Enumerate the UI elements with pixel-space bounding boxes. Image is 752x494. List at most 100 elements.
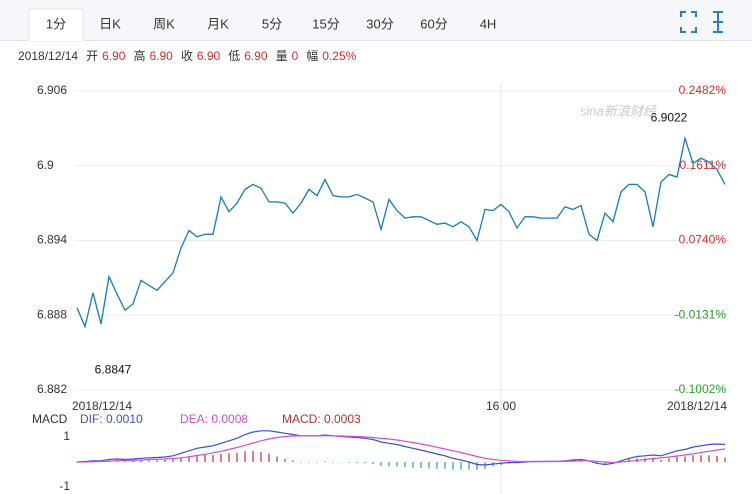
info-value: 6.90 — [244, 49, 268, 63]
macd-bar — [172, 459, 174, 462]
macd-bar — [268, 453, 270, 462]
macd-bar — [444, 462, 446, 469]
info-value: 0 — [292, 49, 299, 63]
y-tick-label: 6.888 — [37, 307, 67, 321]
macd-bar — [340, 462, 342, 463]
tab[interactable]: 4H — [480, 16, 497, 31]
macd-bar — [420, 462, 422, 468]
macd-bar — [332, 462, 334, 463]
macd-bar — [132, 460, 134, 462]
macd-bar — [668, 458, 670, 462]
macd-bar — [148, 460, 150, 462]
tab[interactable]: 日K — [99, 16, 121, 31]
macd-bar — [196, 454, 198, 462]
y2-tick-label: 0.1611% — [680, 158, 727, 172]
macd-bar — [716, 456, 718, 462]
macd-bar — [204, 454, 206, 462]
info-line: 2018/12/14 开 6.90 高 6.90 收 6.90 低 6.90 量 0 幅 0.25% — [18, 48, 357, 63]
y2-tick-label: 0.2482% — [679, 83, 727, 97]
info-value: 6.90 — [197, 49, 221, 63]
macd-bar — [644, 458, 646, 462]
legend-entry: DEA: 0.0008 — [180, 412, 248, 426]
macd-bar — [356, 462, 358, 463]
tab[interactable]: 5分 — [262, 16, 282, 31]
info-label: 量 — [276, 49, 288, 63]
legend-entry: DIF: 0.0010 — [80, 412, 143, 426]
macd-bar — [388, 462, 390, 467]
macd-bar — [220, 454, 222, 462]
macd-y-tick-label: -1 — [59, 479, 70, 493]
info-label: 收 — [181, 49, 193, 63]
settings-icon[interactable] — [713, 11, 723, 33]
macd-bar — [692, 455, 694, 462]
macd-bar — [380, 462, 382, 466]
macd-bar — [660, 460, 662, 462]
tab-selected-bg — [28, 8, 84, 42]
macd-bar — [188, 456, 190, 462]
info-value: 0.25% — [322, 49, 356, 63]
tab[interactable]: 30分 — [366, 16, 393, 31]
macd-bar — [452, 462, 454, 470]
macd-bar — [708, 455, 710, 462]
y-tick-label: 6.9 — [37, 158, 54, 172]
macd-bar — [652, 458, 654, 462]
macd-bar — [412, 462, 414, 468]
x-tick-label: 2018/12/14 — [72, 399, 132, 413]
macd-bar — [316, 462, 318, 463]
watermark: sina新浪财经 — [580, 103, 658, 118]
tab[interactable]: 60分 — [420, 16, 447, 31]
macd-bar — [532, 462, 534, 463]
tab[interactable]: 15分 — [312, 16, 339, 31]
macd-bar — [180, 457, 182, 462]
macd-line — [77, 435, 726, 464]
fullscreen-icon[interactable] — [680, 11, 697, 33]
y2-tick-label: -0.1002% — [675, 382, 727, 396]
macd-bar — [724, 457, 726, 462]
macd-bar — [436, 462, 438, 469]
macd-bar — [292, 460, 294, 462]
info-label: 幅 — [306, 48, 318, 63]
info-label: 低 — [228, 49, 240, 63]
macd-bar — [588, 462, 590, 463]
macd-bar — [476, 462, 478, 470]
price-line — [76, 135, 726, 329]
y2-tick-label: 0.0740% — [679, 233, 727, 247]
macd-bar — [396, 462, 398, 467]
macd-bar — [460, 462, 462, 470]
info-date: 2018/12/14 — [18, 49, 78, 63]
macd-bar — [124, 461, 126, 462]
macd-bar — [260, 452, 262, 462]
macd-bar — [284, 458, 286, 462]
macd-bar — [684, 456, 686, 462]
macd-bar — [700, 455, 702, 462]
macd-bar — [164, 460, 166, 462]
macd-bar — [628, 459, 630, 462]
macd-bar — [228, 453, 230, 462]
tab[interactable]: 月K — [207, 16, 229, 31]
legend-entry: MACD: 0.0003 — [282, 412, 361, 426]
macd-bar — [468, 462, 470, 470]
macd-bar — [276, 456, 278, 462]
y-tick-label: 6.894 — [37, 233, 67, 247]
macd-bar — [212, 455, 214, 462]
macd-bar — [348, 462, 350, 463]
info-label: 开 — [86, 49, 98, 63]
macd-bar — [540, 462, 542, 463]
max-annotation: 6.9022 — [651, 111, 688, 125]
y-tick-label: 6.906 — [37, 83, 67, 97]
info-value: 6.90 — [102, 49, 126, 63]
x-tick-label: 2018/12/14 — [667, 399, 727, 413]
macd-bar — [404, 462, 406, 468]
min-annotation: 6.8847 — [95, 363, 132, 377]
macd-bar — [428, 462, 430, 469]
toolbar — [0, 0, 752, 40]
tab[interactable]: 周K — [153, 16, 175, 31]
info-label: 高 — [133, 48, 145, 63]
macd-bar — [364, 462, 366, 464]
tab[interactable]: 1分 — [46, 16, 66, 31]
macd-bar — [604, 462, 606, 465]
macd-bar — [300, 462, 302, 463]
macd-bar — [324, 461, 326, 462]
macd-bar — [372, 462, 374, 464]
